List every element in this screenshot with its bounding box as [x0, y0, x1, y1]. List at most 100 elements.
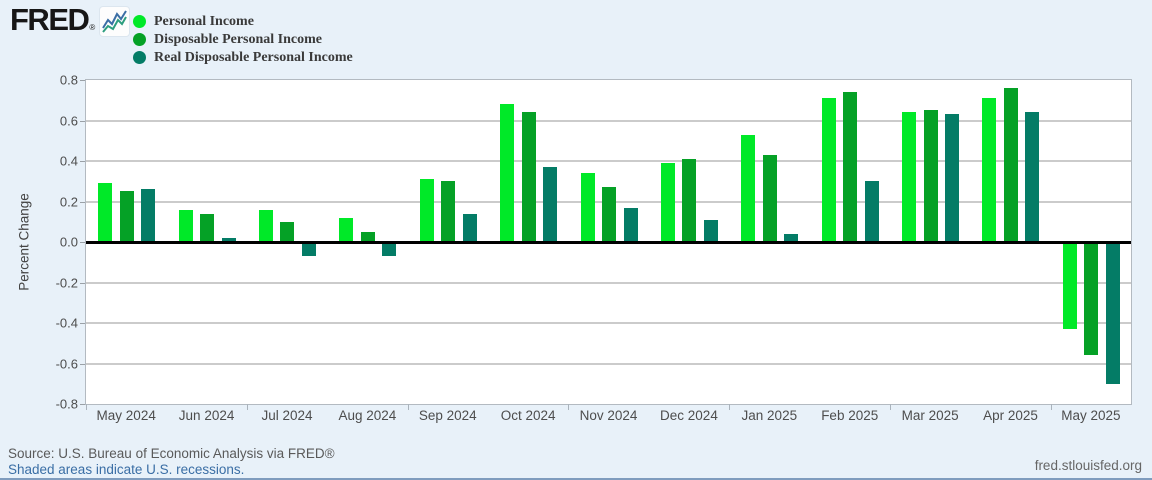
bar [703, 219, 718, 242]
x-tick-mark [1050, 404, 1052, 410]
fred-site-link[interactable]: fred.stlouisfed.org [1034, 458, 1142, 473]
bar [741, 134, 756, 242]
bar [339, 217, 354, 242]
bar [982, 98, 997, 242]
y-tick-label: 0.0 [59, 234, 78, 250]
x-tick-mark [246, 404, 248, 410]
y-tick-label: 0.8 [59, 72, 78, 88]
bar-group [890, 80, 970, 404]
bar-group [327, 80, 407, 404]
bar-group [568, 80, 648, 404]
bar-group [810, 80, 890, 404]
x-tick-label: Oct 2024 [500, 408, 556, 423]
legend-item: Disposable Personal Income [133, 31, 353, 48]
bar [784, 233, 799, 242]
bar [682, 158, 697, 242]
bar-groups [86, 80, 1131, 404]
bar [945, 114, 960, 242]
y-tick-label: -0.2 [55, 275, 78, 290]
gridline [86, 322, 1131, 324]
source-attribution: Source: U.S. Bureau of Economic Analysis… [8, 446, 335, 461]
bar [864, 181, 879, 242]
bar [441, 181, 456, 242]
y-tick-mark [80, 363, 85, 365]
x-tick-label: Jun 2024 [178, 408, 235, 423]
bar-group [166, 80, 246, 404]
fred-sparkline-icon [100, 7, 130, 36]
legend-item: Personal Income [133, 13, 353, 30]
gridline [86, 362, 1131, 365]
x-tick-mark [889, 404, 891, 410]
fred-logo[interactable]: FRED ® [10, 2, 130, 37]
x-tick-label: Mar 2025 [901, 408, 959, 423]
bar [382, 242, 397, 257]
bar [762, 154, 777, 242]
gridline [86, 281, 1131, 284]
y-tick-label: -0.6 [55, 356, 78, 371]
bar [98, 183, 113, 242]
x-tick-mark [86, 404, 87, 410]
bar-group [86, 80, 166, 404]
bar-group [970, 80, 1050, 404]
bar [902, 112, 917, 242]
bar [141, 189, 156, 242]
bar-group [408, 80, 488, 404]
bar [200, 213, 215, 242]
y-tick-mark [80, 242, 85, 243]
bar-group [649, 80, 729, 404]
x-tick-mark [729, 404, 731, 410]
bar [521, 112, 536, 242]
bar-group [488, 80, 568, 404]
bar [178, 209, 193, 242]
bar [602, 187, 617, 242]
x-axis-ticks [86, 404, 1131, 410]
y-tick-label: 0.4 [59, 153, 78, 169]
bar [119, 191, 134, 242]
bar-group [247, 80, 327, 404]
y-tick-mark [80, 161, 85, 162]
x-tick-label: Jan 2025 [741, 408, 798, 423]
zero-line [86, 240, 1131, 244]
x-tick-mark [407, 404, 409, 410]
bar [280, 221, 295, 242]
legend-dot-icon [133, 51, 146, 64]
bar [1084, 242, 1099, 356]
x-tick-label: Nov 2024 [579, 408, 638, 423]
bar [843, 92, 858, 242]
bar [258, 209, 273, 242]
recession-note-link[interactable]: Shaded areas indicate U.S. recessions. [8, 462, 245, 477]
plot-area [86, 80, 1131, 404]
y-tick-mark [80, 404, 85, 405]
bar-group [729, 80, 809, 404]
y-tick-label: 0.2 [59, 194, 78, 209]
x-tick-label: Feb 2025 [821, 408, 879, 423]
x-tick-label: May 2025 [1061, 408, 1121, 423]
x-tick-mark [568, 404, 570, 410]
bar [462, 213, 477, 242]
bar [1025, 112, 1040, 242]
x-tick-label: Jul 2024 [261, 408, 313, 423]
bar [419, 179, 434, 242]
bar [543, 167, 558, 242]
bar [821, 98, 836, 242]
x-tick-label: Aug 2024 [338, 408, 397, 423]
x-tick-label: Dec 2024 [660, 408, 718, 423]
bar [1003, 88, 1018, 242]
fred-logo-text: FRED [10, 2, 90, 37]
y-tick-mark [80, 120, 85, 122]
y-tick-mark [80, 323, 85, 324]
legend-item: Real Disposable Personal Income [133, 49, 353, 66]
x-axis-labels: May 2024 Jun 2024 Jul 2024 Aug 2024 Sep 2024… [86, 408, 1131, 423]
bar [1105, 242, 1120, 384]
x-tick-label: May 2024 [96, 408, 156, 423]
bar [580, 173, 595, 242]
bar-group [1051, 80, 1131, 404]
bar [500, 104, 515, 242]
legend-label: Real Disposable Personal Income [154, 49, 353, 65]
bar [923, 110, 938, 242]
legend-dot-icon [133, 33, 146, 46]
bar [1062, 242, 1077, 330]
y-tick-label: -0.4 [55, 315, 78, 331]
gridline [86, 119, 1131, 122]
legend-label: Personal Income [154, 13, 254, 29]
